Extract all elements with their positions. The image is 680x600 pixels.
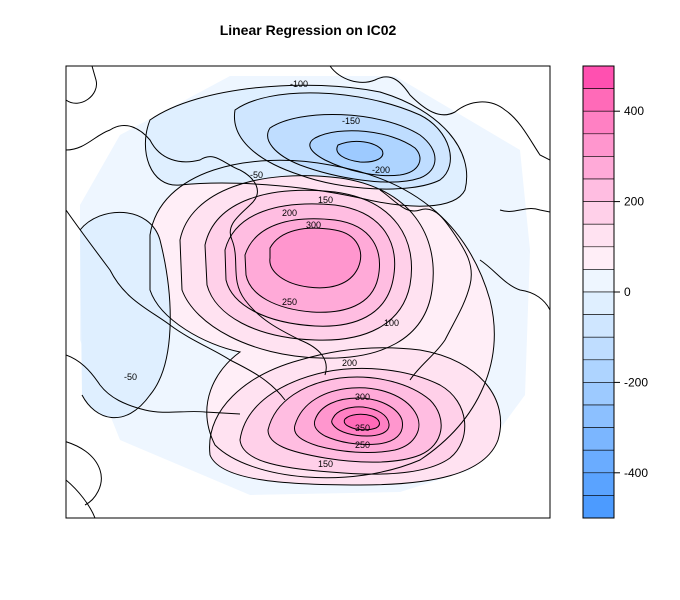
colorbar-swatch [582, 449, 615, 474]
contour-label: 150 [318, 195, 333, 205]
contour-label: 250 [355, 440, 370, 450]
colorbar-swatch [582, 359, 615, 383]
contour-label: 250 [282, 297, 297, 307]
colorbar-tick-label: 0 [624, 285, 631, 299]
chart-title: Linear Regression on IC02 [219, 22, 397, 38]
colorbar-swatch [582, 472, 615, 496]
colorbar-swatch [582, 314, 615, 338]
contour-label: 150 [318, 459, 333, 469]
contour-label: -150 [342, 116, 360, 126]
contour-lines [79, 84, 502, 486]
colorbar-swatch [582, 427, 615, 451]
colorbar-swatch [582, 201, 615, 225]
map-panel: -100 -150 -200 -50 150 200 300 250 100 2… [66, 66, 550, 518]
contour-label: -100 [290, 79, 308, 89]
coastlines [66, 66, 550, 518]
colorbar-swatch [582, 110, 615, 135]
contour-label: -200 [372, 165, 390, 175]
colorbar-tick-label: 400 [624, 104, 644, 118]
colorbar-tick-label: -400 [624, 466, 648, 480]
colorbar-swatch [582, 404, 615, 428]
map-frame [65, 65, 551, 519]
colorbar-swatch [582, 223, 615, 248]
north-negative-250 [336, 141, 383, 163]
contour-label: 350 [355, 423, 370, 433]
contour-label: 300 [355, 392, 370, 402]
colorbar: 400 200 0 -200 -400 [582, 65, 648, 519]
colorbar-swatch [582, 156, 615, 180]
contour-label: 100 [384, 318, 399, 328]
atlantic-400 [344, 414, 380, 430]
colorbar-swatch [582, 382, 615, 406]
colorbar-swatch [582, 336, 615, 361]
arctic-300 [269, 228, 361, 288]
contour-label: -50 [250, 170, 263, 180]
colorbar-swatch [582, 495, 615, 519]
colorbar-swatch [582, 246, 615, 270]
colorbar-swatch [582, 291, 615, 315]
contour-label: 300 [306, 220, 321, 230]
pacific-negative [80, 212, 171, 418]
colorbar-swatch [582, 133, 615, 157]
contour-label: 200 [282, 208, 297, 218]
colorbar-swatch [582, 178, 615, 202]
colorbar-swatch [582, 88, 615, 112]
contour-labels: -100 -150 -200 -50 150 200 300 250 100 2… [124, 79, 399, 469]
colorbar-swatch [582, 65, 615, 89]
colorbar-tick-label: -200 [624, 375, 648, 389]
colorbar-tick-label: 200 [624, 195, 644, 209]
contour-label: 200 [342, 358, 357, 368]
contour-label: -50 [124, 372, 137, 382]
colorbar-swatch [582, 269, 615, 293]
